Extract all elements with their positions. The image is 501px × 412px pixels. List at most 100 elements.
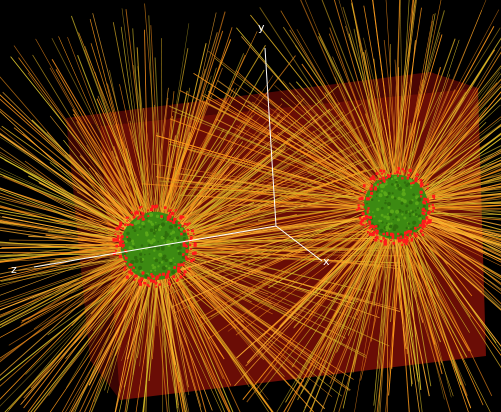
shell-marker bbox=[190, 236, 193, 240]
fibre bbox=[293, 232, 385, 327]
core-speckle bbox=[136, 233, 139, 236]
fibre bbox=[151, 276, 160, 360]
fibre bbox=[1, 255, 127, 327]
fibre bbox=[356, 235, 393, 316]
core-speckle bbox=[397, 196, 401, 201]
shell-marker bbox=[392, 242, 396, 245]
shell-marker bbox=[424, 219, 427, 222]
core-speckle bbox=[164, 230, 168, 234]
fibre bbox=[0, 206, 126, 239]
core-speckle bbox=[415, 201, 419, 206]
shell-marker bbox=[180, 263, 184, 267]
shell-marker bbox=[360, 196, 364, 200]
fibre bbox=[417, 225, 501, 267]
shell-marker bbox=[406, 177, 409, 180]
fibre bbox=[163, 274, 223, 357]
fibre bbox=[164, 67, 223, 218]
core-speckle bbox=[379, 183, 384, 189]
shell-marker bbox=[381, 176, 385, 180]
fibre bbox=[406, 91, 467, 181]
shell-marker bbox=[141, 212, 145, 216]
shell-marker bbox=[363, 217, 366, 221]
fibre bbox=[396, 235, 430, 397]
shell-marker bbox=[121, 240, 125, 243]
fibre bbox=[178, 166, 230, 228]
shell-marker bbox=[404, 231, 408, 234]
fibre bbox=[164, 125, 233, 218]
fibre bbox=[424, 201, 501, 208]
fibre bbox=[424, 195, 501, 210]
core-speckle bbox=[172, 257, 175, 260]
core-speckle bbox=[408, 200, 413, 205]
core-speckle bbox=[164, 258, 168, 263]
core-speckle bbox=[138, 265, 143, 271]
fibre bbox=[30, 272, 142, 412]
fibre bbox=[90, 275, 149, 412]
fibre bbox=[424, 204, 501, 210]
shell-marker bbox=[374, 238, 378, 242]
fibre bbox=[377, 235, 394, 369]
fibre bbox=[419, 133, 501, 192]
fibre bbox=[185, 242, 233, 249]
fibre bbox=[171, 217, 370, 289]
shell-marker bbox=[385, 177, 388, 180]
shell-marker bbox=[149, 278, 151, 281]
core-speckle bbox=[148, 244, 151, 247]
shell-marker bbox=[373, 227, 375, 230]
fibre bbox=[391, 0, 416, 179]
core-speckle bbox=[383, 192, 388, 197]
core-speckle bbox=[370, 198, 374, 201]
shell-marker bbox=[431, 210, 434, 213]
shell-marker bbox=[162, 272, 166, 276]
fibre bbox=[158, 23, 190, 216]
shell-marker bbox=[158, 273, 162, 277]
shell-marker bbox=[360, 218, 364, 222]
shell-marker bbox=[177, 263, 181, 267]
core-speckle bbox=[123, 239, 127, 242]
fibre bbox=[157, 276, 180, 383]
shell-marker bbox=[179, 275, 183, 279]
shell-marker bbox=[124, 249, 127, 252]
fibre bbox=[420, 221, 501, 246]
core-speckle bbox=[409, 215, 412, 218]
core-speckle bbox=[396, 183, 400, 188]
fibre bbox=[176, 111, 344, 225]
fibre bbox=[121, 8, 149, 217]
fibre bbox=[53, 257, 128, 301]
shell-marker bbox=[363, 208, 365, 211]
core-speckle bbox=[395, 215, 398, 219]
core-speckle bbox=[379, 228, 384, 233]
core-speckle bbox=[385, 222, 388, 225]
core-speckle bbox=[153, 249, 156, 252]
shell-marker bbox=[355, 209, 358, 211]
fibre bbox=[114, 273, 143, 412]
fibre bbox=[45, 234, 125, 247]
shell-marker bbox=[410, 182, 412, 185]
core-speckle bbox=[149, 228, 154, 232]
shell-marker bbox=[177, 221, 181, 225]
right-sphere[interactable] bbox=[355, 166, 436, 246]
fibre bbox=[156, 276, 176, 366]
fibre bbox=[422, 188, 501, 197]
fibre bbox=[283, 224, 374, 292]
core-speckle bbox=[391, 192, 394, 195]
shell-marker bbox=[175, 279, 179, 282]
shell-marker bbox=[185, 249, 189, 253]
fibre bbox=[408, 232, 470, 333]
core-speckle bbox=[380, 213, 384, 217]
fibre bbox=[181, 201, 255, 233]
fibre bbox=[8, 268, 135, 346]
fibre bbox=[316, 99, 376, 188]
fibre bbox=[136, 47, 148, 217]
fibre bbox=[416, 227, 471, 318]
core-speckle bbox=[400, 201, 404, 205]
shell-marker bbox=[390, 173, 392, 175]
shell-marker bbox=[369, 216, 372, 219]
fibre bbox=[422, 191, 501, 198]
fibre bbox=[404, 38, 456, 180]
core-speckle bbox=[162, 237, 165, 240]
fibre bbox=[408, 83, 501, 182]
shell-marker bbox=[428, 220, 432, 223]
